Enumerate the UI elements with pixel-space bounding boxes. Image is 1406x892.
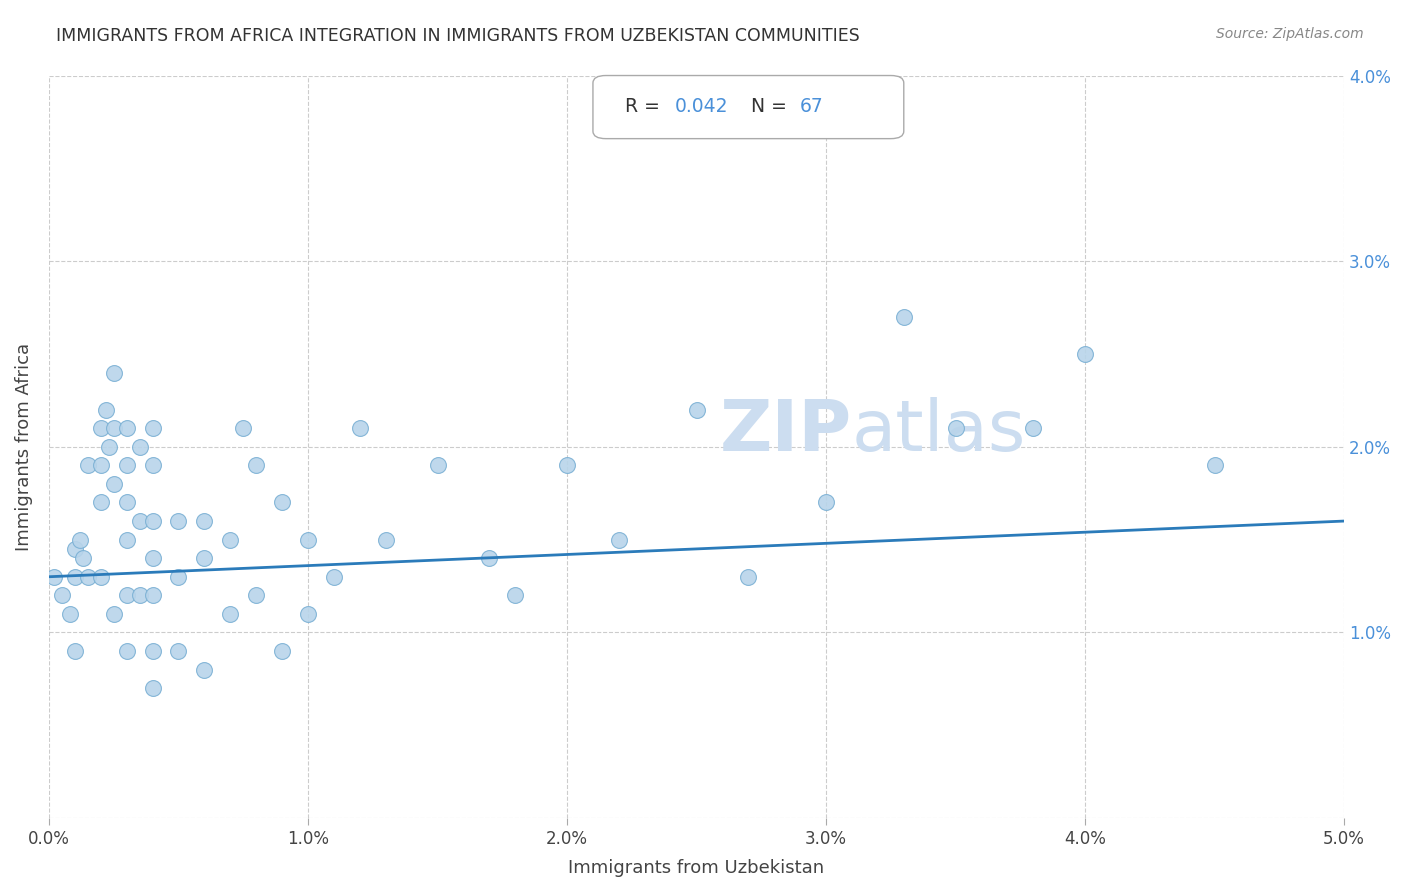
Point: [245, 588, 267, 602]
Point: [115, 421, 138, 435]
Point: [193, 663, 215, 677]
Point: [103, 366, 125, 380]
Point: [193, 514, 215, 528]
Point: [245, 458, 267, 473]
Point: [219, 607, 242, 621]
Point: [128, 514, 150, 528]
Point: [685, 402, 707, 417]
Point: [142, 588, 165, 602]
Point: [167, 570, 190, 584]
Point: [1204, 458, 1226, 473]
Point: [94, 402, 117, 417]
Point: [297, 533, 319, 547]
Point: [59, 607, 82, 621]
Point: [374, 533, 396, 547]
Point: [271, 644, 294, 658]
Point: [76, 570, 98, 584]
Text: N =: N =: [740, 97, 793, 116]
Text: ZIP: ZIP: [720, 398, 852, 467]
Text: atlas: atlas: [852, 398, 1026, 467]
Point: [115, 495, 138, 509]
Text: Source: ZipAtlas.com: Source: ZipAtlas.com: [1216, 27, 1364, 41]
FancyBboxPatch shape: [593, 76, 904, 138]
Point: [51, 588, 73, 602]
Point: [63, 541, 86, 556]
Point: [167, 514, 190, 528]
Point: [115, 458, 138, 473]
Point: [128, 440, 150, 454]
Point: [232, 421, 254, 435]
Point: [103, 477, 125, 491]
Point: [322, 570, 344, 584]
Text: IMMIGRANTS FROM AFRICA INTEGRATION IN IMMIGRANTS FROM UZBEKISTAN COMMUNITIES: IMMIGRANTS FROM AFRICA INTEGRATION IN IM…: [56, 27, 860, 45]
Point: [142, 458, 165, 473]
Point: [76, 458, 98, 473]
Point: [142, 421, 165, 435]
Point: [142, 551, 165, 566]
Point: [69, 533, 91, 547]
Point: [90, 495, 112, 509]
Point: [142, 514, 165, 528]
Point: [115, 644, 138, 658]
Point: [63, 570, 86, 584]
Point: [478, 551, 501, 566]
Point: [271, 495, 294, 509]
Point: [128, 588, 150, 602]
Point: [737, 570, 759, 584]
Text: 67: 67: [800, 97, 824, 116]
Point: [115, 588, 138, 602]
Point: [945, 421, 967, 435]
Point: [44, 570, 66, 584]
Point: [503, 588, 526, 602]
X-axis label: Immigrants from Uzbekistan: Immigrants from Uzbekistan: [568, 859, 824, 877]
Point: [142, 681, 165, 695]
Point: [90, 570, 112, 584]
Point: [815, 495, 838, 509]
Point: [103, 607, 125, 621]
Point: [349, 421, 371, 435]
Point: [219, 533, 242, 547]
Point: [97, 440, 120, 454]
Point: [90, 458, 112, 473]
Point: [1022, 421, 1045, 435]
Point: [1074, 347, 1097, 361]
Point: [90, 421, 112, 435]
Point: [555, 458, 578, 473]
Point: [193, 551, 215, 566]
Point: [297, 607, 319, 621]
Point: [893, 310, 915, 324]
Point: [115, 533, 138, 547]
Text: R =: R =: [626, 97, 666, 116]
Point: [142, 644, 165, 658]
Text: 0.042: 0.042: [675, 97, 728, 116]
Point: [103, 421, 125, 435]
Point: [607, 533, 630, 547]
Y-axis label: Immigrants from Africa: Immigrants from Africa: [15, 343, 32, 551]
Point: [72, 551, 94, 566]
Point: [63, 644, 86, 658]
Point: [426, 458, 449, 473]
Point: [167, 644, 190, 658]
